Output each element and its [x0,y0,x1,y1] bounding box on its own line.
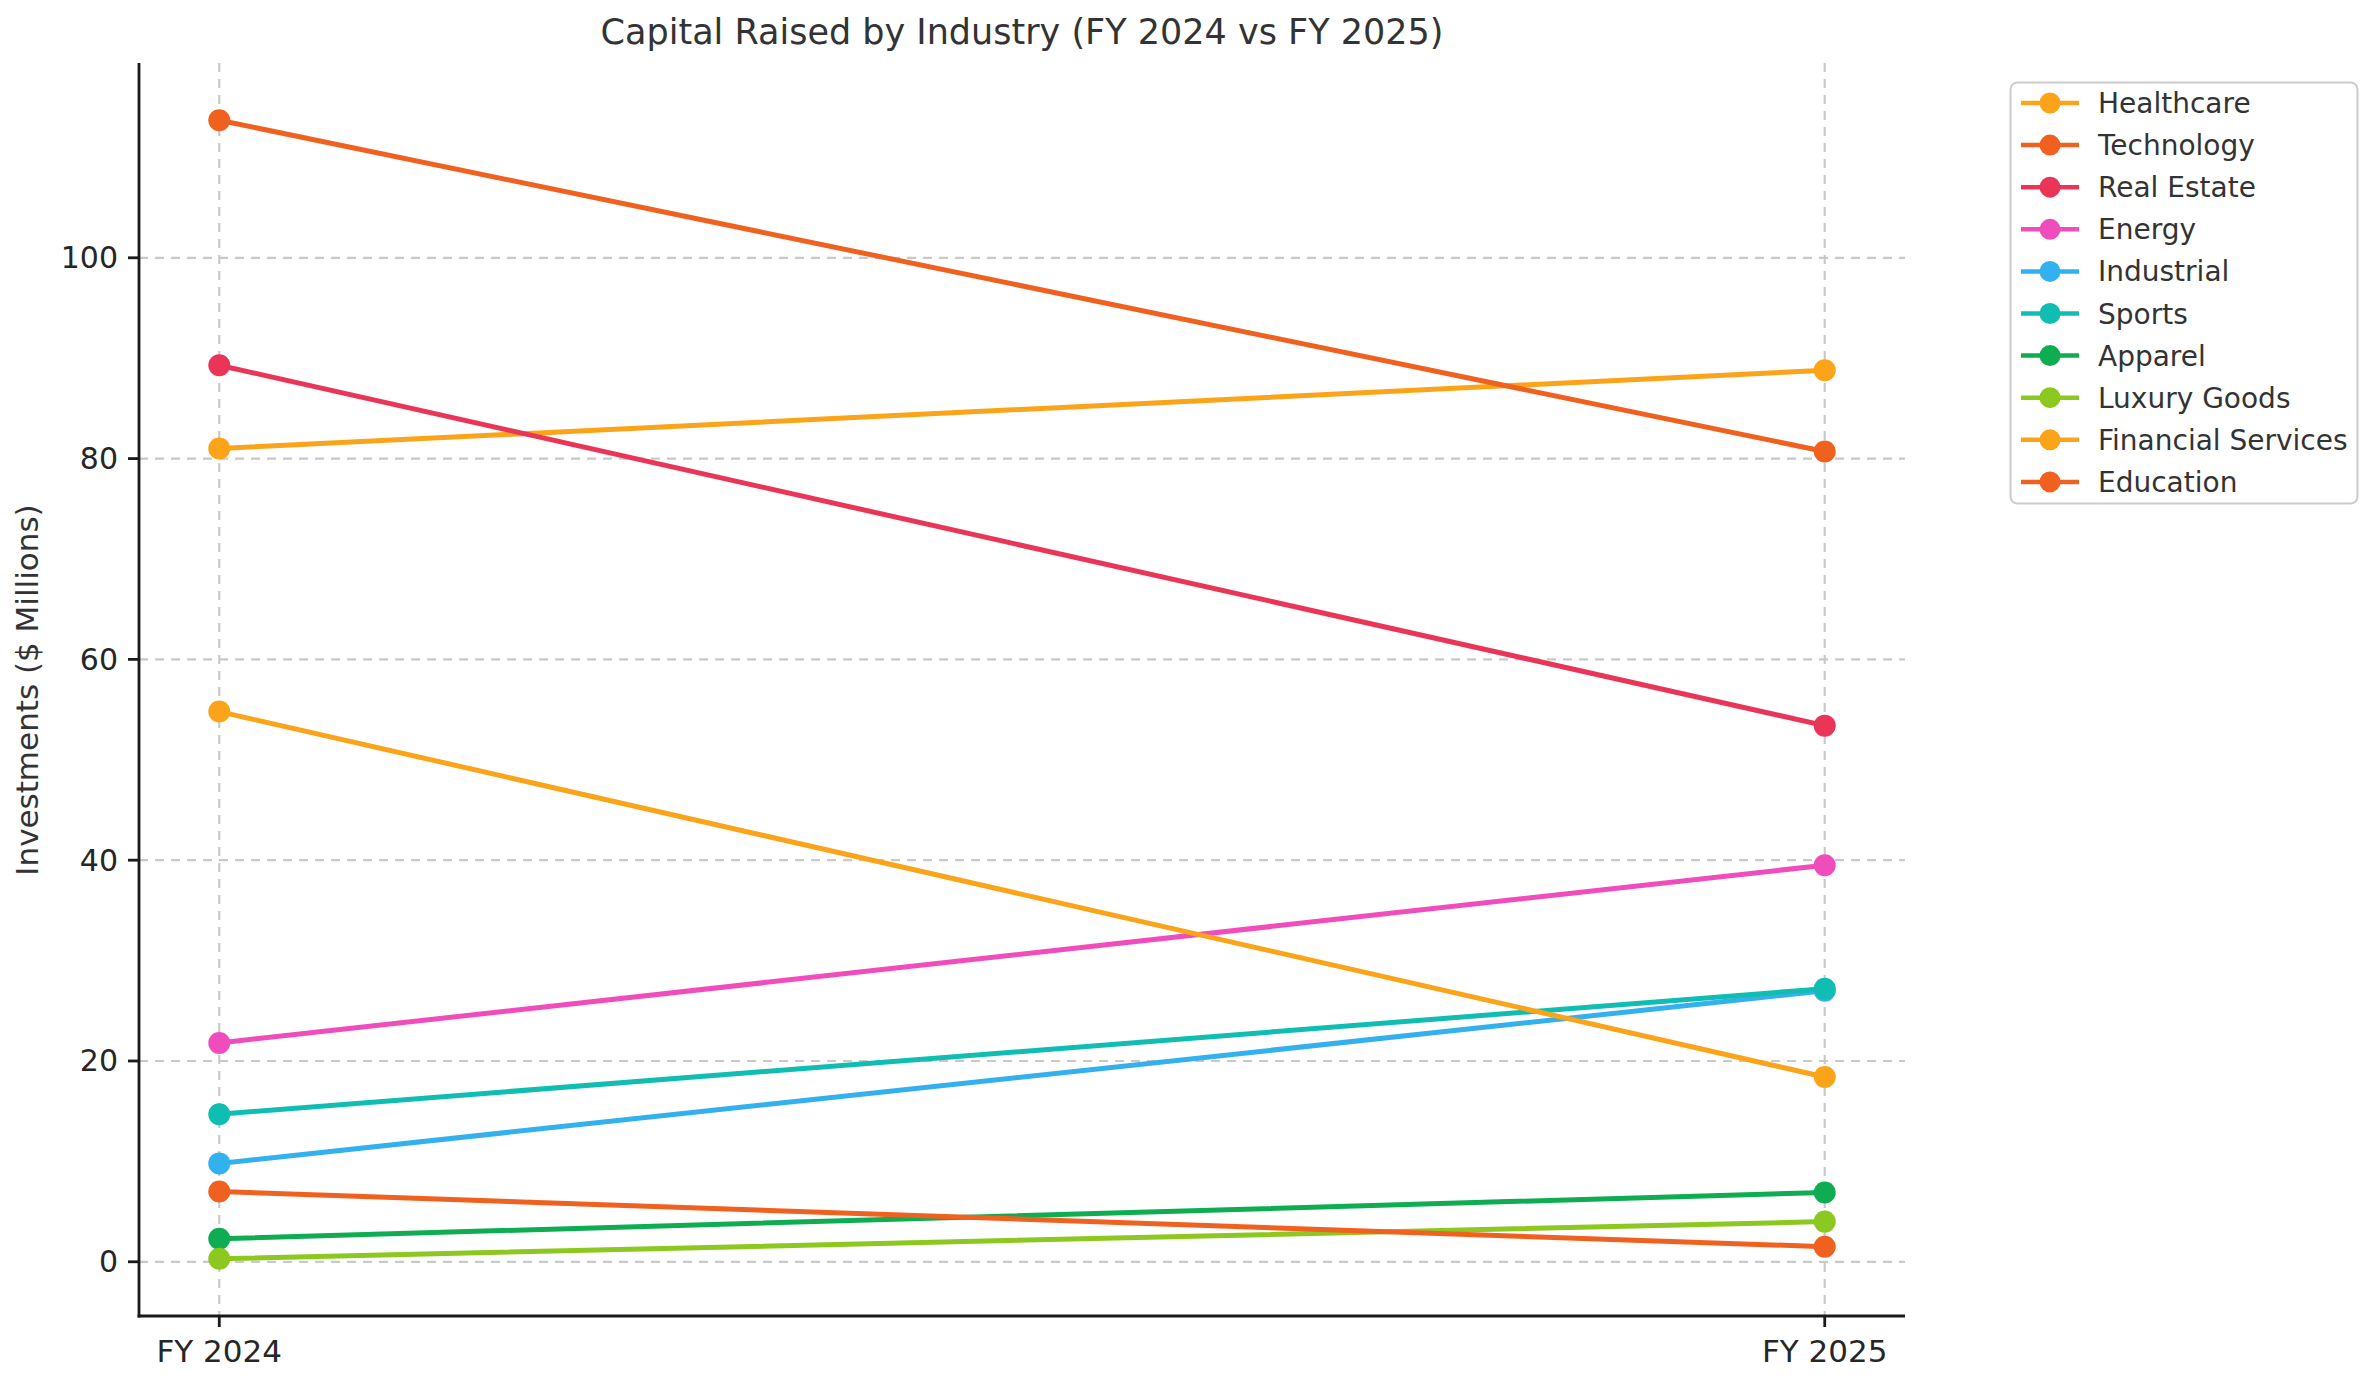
data-point-financial-services-fy-2024 [208,701,230,723]
legend: Healthcare Technology Real Estate Energy Ind… [2011,83,2358,504]
y-axis-label: Investments ($ Millions) [9,504,45,875]
data-point-apparel-fy-2025 [1814,1182,1836,1204]
legend-label-real-estate: Real Estate [2098,171,2256,204]
data-point-sports-fy-2024 [208,1103,230,1125]
x-tick-labels: FY 2024 FY 2025 [157,1333,1888,1369]
series-healthcare [208,359,1835,459]
data-point-luxury-goods-fy-2024 [208,1248,230,1270]
gridlines [139,63,1905,1316]
legend-marker-dot-technology [2040,135,2061,156]
legend-label-education: Education [2098,466,2237,499]
legend-label-apparel: Apparel [2098,340,2206,373]
legend-marker-dot-financial-services [2040,429,2061,450]
axes [128,63,1905,1327]
legend-label-sports: Sports [2098,298,2188,331]
series-financial-services [208,701,1835,1088]
legend-marker-dot-sports [2040,303,2061,324]
data-point-sports-fy-2025 [1814,978,1836,1000]
y-tick-label-40: 40 [80,843,118,878]
y-tick-labels: 0 20 40 60 80 100 [61,240,118,1279]
slope-chart-figure: Capital Raised by Industry (FY 2024 vs F… [0,0,2375,1380]
y-tick-label-20: 20 [80,1043,118,1078]
data-point-real-estate-fy-2024 [208,354,230,376]
data-point-real-estate-fy-2025 [1814,715,1836,737]
data-point-technology-fy-2025 [1814,441,1836,463]
data-point-healthcare-fy-2024 [208,438,230,460]
legend-marker-dot-industrial [2040,261,2061,282]
legend-marker-dot-real-estate [2040,177,2061,198]
legend-marker-dot-luxury-goods [2040,387,2061,408]
y-tick-label-60: 60 [80,642,118,677]
legend-label-luxury-goods: Luxury Goods [2098,382,2290,415]
legend-marker-dot-energy [2040,219,2061,240]
data-point-technology-fy-2024 [208,109,230,131]
y-tick-label-100: 100 [61,240,118,275]
chart-title: Capital Raised by Industry (FY 2024 vs F… [601,12,1444,52]
series-line-healthcare [219,370,1824,448]
x-tick-label-fy-2024: FY 2024 [157,1333,283,1369]
legend-marker-dot-apparel [2040,345,2061,366]
series-line-technology [219,120,1824,451]
x-tick-label-fy-2025: FY 2025 [1762,1333,1888,1369]
legend-label-financial-services: Financial Services [2098,424,2348,457]
series-sports [208,978,1835,1126]
data-point-healthcare-fy-2025 [1814,359,1836,381]
legend-marker-dot-education [2040,471,2061,492]
data-point-energy-fy-2025 [1814,854,1836,876]
series-line-real-estate [219,365,1824,725]
data-point-energy-fy-2024 [208,1032,230,1054]
data-point-luxury-goods-fy-2025 [1814,1211,1836,1233]
y-tick-label-0: 0 [99,1244,118,1279]
series-education [208,1181,1835,1258]
data-point-apparel-fy-2024 [208,1228,230,1250]
legend-label-healthcare: Healthcare [2098,87,2251,120]
data-point-financial-services-fy-2025 [1814,1066,1836,1088]
legend-label-technology: Technology [2097,129,2255,162]
series-lines [208,109,1835,1270]
series-line-sports [219,989,1824,1115]
legend-marker-dot-healthcare [2040,93,2061,114]
data-point-education-fy-2025 [1814,1236,1836,1258]
tick-marks [128,258,1825,1327]
legend-label-industrial: Industrial [2098,255,2229,288]
legend-label-energy: Energy [2098,213,2196,246]
chart-canvas: Capital Raised by Industry (FY 2024 vs F… [0,0,2375,1380]
data-point-education-fy-2024 [208,1181,230,1203]
y-tick-label-80: 80 [80,441,118,476]
data-point-industrial-fy-2024 [208,1152,230,1174]
